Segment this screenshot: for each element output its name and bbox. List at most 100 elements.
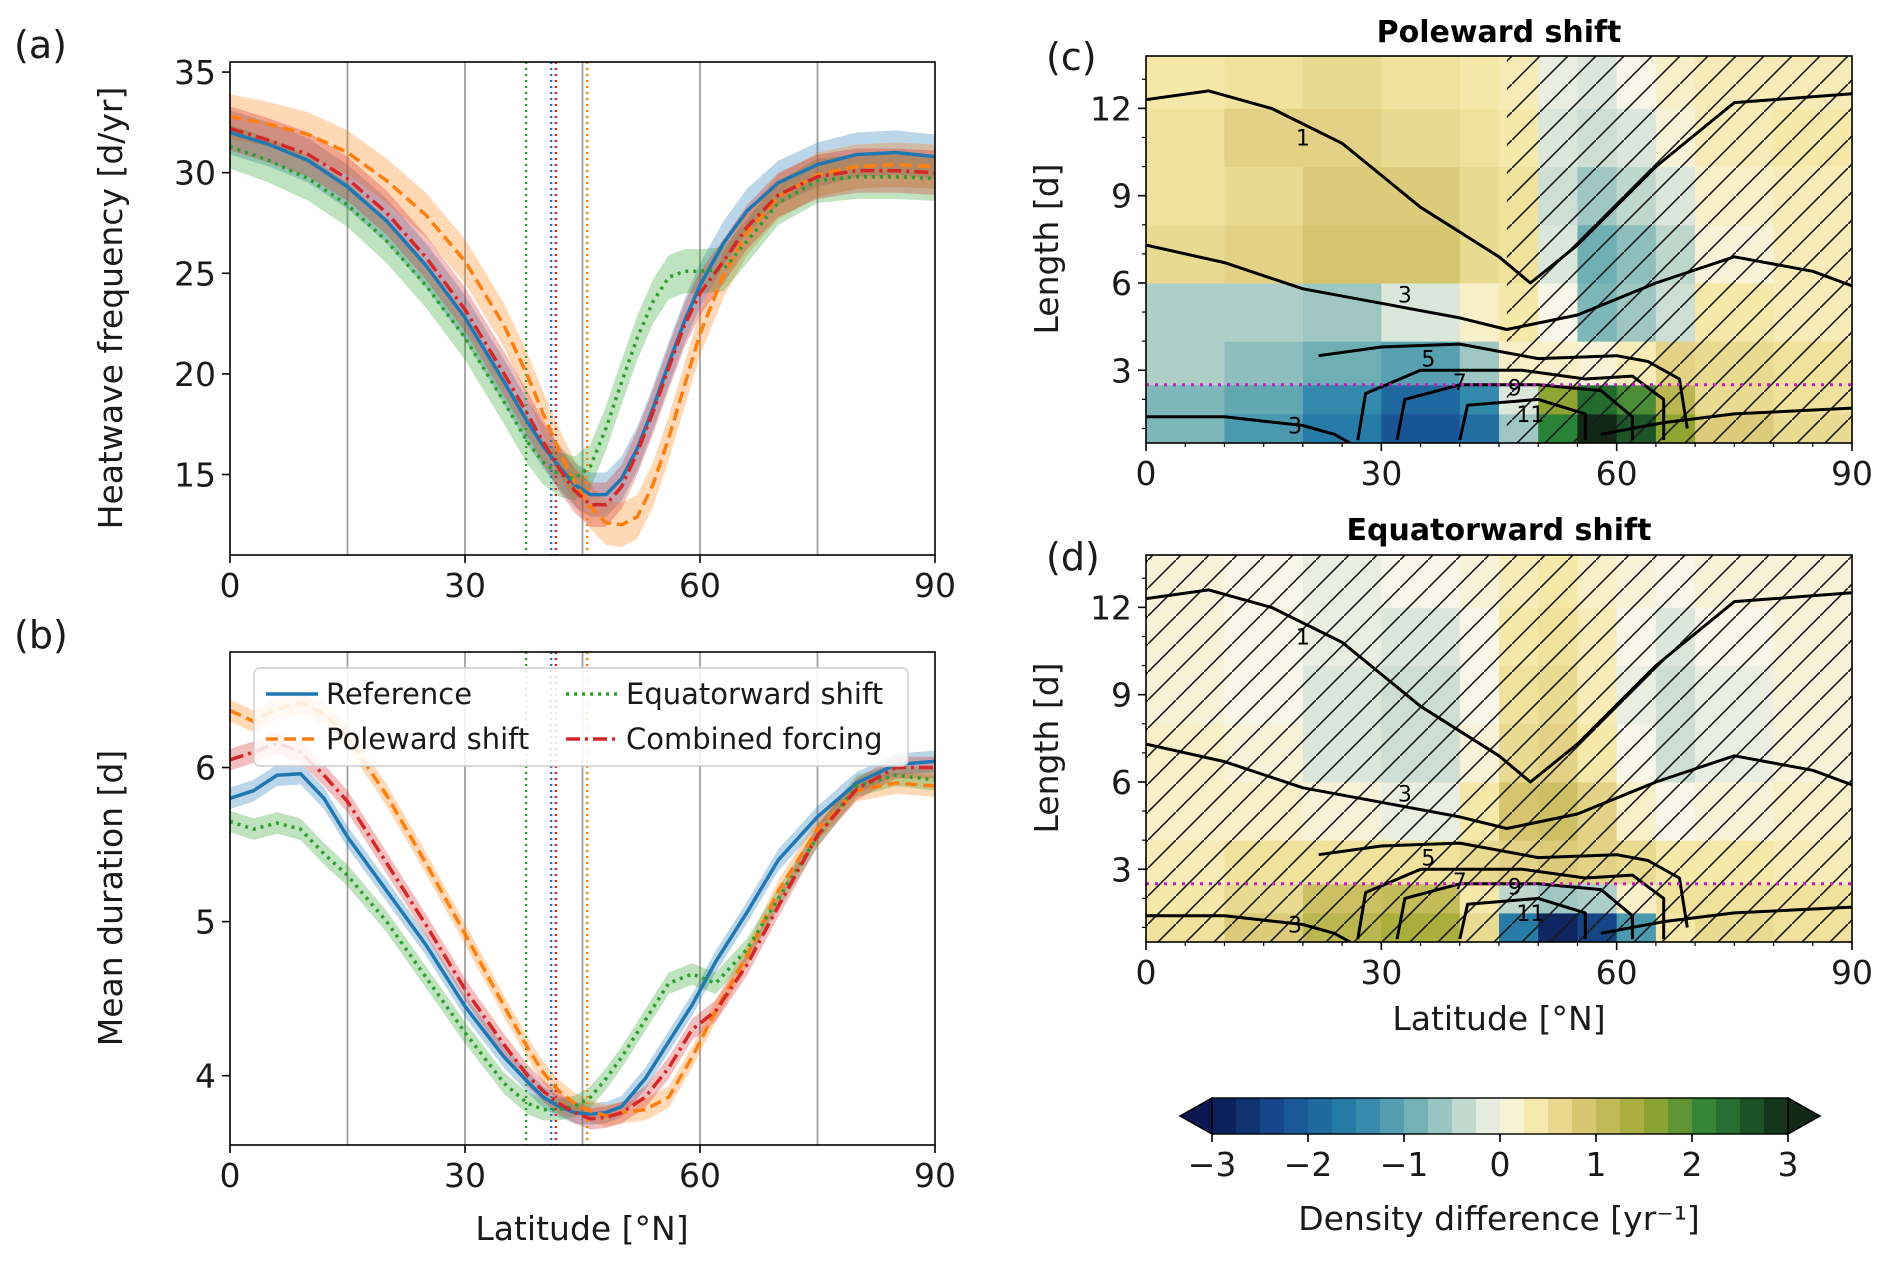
legend-reference-label: Reference bbox=[326, 677, 472, 711]
panel-b-label: (b) bbox=[14, 613, 68, 657]
combined-forcing-line bbox=[230, 126, 935, 507]
x-tick-label: 60 bbox=[679, 1156, 721, 1195]
panel-d-title: Equatorward shift bbox=[1347, 513, 1652, 548]
y-tick-label: 12 bbox=[1090, 89, 1132, 128]
heatmap-cell bbox=[1381, 224, 1461, 284]
panel-c-ticks: 0 30 60 90 3 6 9 12 bbox=[1090, 78, 1873, 493]
panel-b-ticks: 0 30 60 90 4 5 6 bbox=[195, 749, 956, 1195]
reference-line bbox=[230, 130, 935, 497]
x-tick-label: 90 bbox=[914, 566, 956, 605]
colorbar-segment bbox=[1500, 1098, 1525, 1134]
y-tick-label: 30 bbox=[174, 154, 216, 193]
heatmap-cell bbox=[1459, 413, 1500, 443]
contour-label: 11 bbox=[1516, 403, 1544, 428]
panel-a-ticks: 0 30 60 90 15 20 25 30 35 bbox=[174, 53, 956, 605]
colorbar-segment bbox=[1572, 1098, 1597, 1134]
heatmap-cell bbox=[1302, 166, 1382, 226]
heatmap-cell bbox=[1459, 282, 1500, 342]
y-tick-label: 35 bbox=[174, 53, 216, 92]
reference-line bbox=[230, 759, 935, 1116]
heatmap-cell bbox=[1146, 341, 1225, 386]
panel-b-confidence-bands bbox=[230, 692, 935, 1130]
colorbar-segment bbox=[1476, 1098, 1501, 1134]
heatmap-cell bbox=[1146, 282, 1225, 342]
panel-a-mean-latitude-lines bbox=[524, 62, 589, 555]
panel-c-label: (c) bbox=[1046, 35, 1097, 79]
panel-a: (a) 0 30 60 90 15 20 25 30 35 Heatwave frequency… bbox=[14, 23, 956, 605]
heatmap-cell bbox=[1146, 384, 1225, 415]
contour-line bbox=[1395, 383, 1634, 441]
colorbar-tick-label: −3 bbox=[1188, 1145, 1237, 1184]
contour-label: 1 bbox=[1296, 126, 1310, 151]
panel-a-ylabel: Heatwave frequency [d/yr] bbox=[91, 87, 130, 530]
colorbar-tick-label: −1 bbox=[1380, 1145, 1429, 1184]
contour-label: 3 bbox=[1288, 415, 1302, 440]
heatmap-cell bbox=[1381, 282, 1461, 342]
panel-b-frame bbox=[229, 651, 936, 1146]
colorbar-segment bbox=[1284, 1098, 1309, 1134]
heatmap-cell bbox=[1302, 224, 1382, 284]
x-tick-label: 0 bbox=[1136, 454, 1157, 493]
contour-line bbox=[1356, 368, 1666, 441]
reference-band bbox=[230, 750, 935, 1125]
colorbar-segment bbox=[1428, 1098, 1453, 1134]
x-tick-label: 30 bbox=[1360, 454, 1402, 493]
heatmap-cell bbox=[1381, 108, 1461, 168]
heatmap-cell bbox=[1146, 108, 1225, 168]
contour-line bbox=[1146, 742, 1852, 830]
heatmap-cell bbox=[1302, 384, 1382, 415]
panel-a-frame bbox=[229, 61, 936, 556]
contour-line bbox=[1146, 588, 1852, 784]
heatmap-cell bbox=[1302, 56, 1382, 109]
y-tick-label: 5 bbox=[195, 903, 216, 942]
contour-label: 3 bbox=[1288, 914, 1302, 939]
panel-d-contours: 1 3 57 911 3 bbox=[1146, 588, 1852, 942]
colorbar-segment bbox=[1620, 1098, 1645, 1134]
reference-band bbox=[230, 110, 935, 517]
colorbar-segment bbox=[1236, 1098, 1261, 1134]
x-tick-label: 60 bbox=[1596, 953, 1638, 992]
panel-a-grid bbox=[346, 62, 819, 555]
colorbar-segment bbox=[1524, 1098, 1549, 1134]
combined-forcing-line bbox=[230, 741, 935, 1121]
panel-d-label: (d) bbox=[1046, 535, 1100, 579]
legend-box bbox=[253, 667, 909, 767]
panel-b-ylabel: Mean duration [d] bbox=[91, 750, 130, 1046]
y-tick-label: 9 bbox=[1111, 177, 1132, 216]
x-tick-label: 90 bbox=[1831, 454, 1873, 493]
legend-combined-label: Combined forcing bbox=[626, 722, 883, 756]
colorbar-segment bbox=[1596, 1098, 1621, 1134]
y-tick-label: 6 bbox=[195, 749, 216, 788]
x-tick-label: 0 bbox=[220, 566, 241, 605]
y-tick-label: 4 bbox=[195, 1057, 216, 1096]
colorbar-segment bbox=[1740, 1098, 1765, 1134]
heatmap-cell bbox=[1381, 56, 1461, 109]
colorbar-segment bbox=[1668, 1098, 1693, 1134]
combined-forcing-band bbox=[230, 106, 935, 527]
panel-a-label: (a) bbox=[14, 23, 67, 67]
contour-label: 9 bbox=[1508, 876, 1522, 901]
contour-line bbox=[1146, 914, 1351, 942]
colorbar-segment bbox=[1692, 1098, 1717, 1134]
colorbar-segment bbox=[1548, 1098, 1573, 1134]
contour-label: 1 bbox=[1296, 625, 1310, 650]
heatmap-cell bbox=[1459, 56, 1500, 109]
heatmap-cell bbox=[1146, 166, 1225, 226]
legend-equatorward-label: Equatorward shift bbox=[626, 677, 883, 711]
colorbar: −3 −2 −1 0 1 2 3 Density difference [yr⁻¹] bbox=[1178, 1096, 1822, 1238]
x-tick-label: 0 bbox=[220, 1156, 241, 1195]
y-tick-label: 20 bbox=[174, 355, 216, 394]
contour-line bbox=[1356, 867, 1666, 940]
y-tick-label: 6 bbox=[1111, 264, 1132, 303]
heatmap-cell bbox=[1302, 108, 1382, 168]
panel-d-significance-hatching bbox=[1146, 555, 1852, 942]
heatmap-cell bbox=[1146, 413, 1225, 443]
x-tick-label: 0 bbox=[1136, 953, 1157, 992]
panel-d-xlabel: Latitude [°N] bbox=[1392, 999, 1605, 1038]
poleward-shift-band bbox=[230, 94, 935, 547]
contour-label: 7 bbox=[1453, 371, 1467, 396]
x-tick-label: 30 bbox=[444, 1156, 486, 1195]
contour-label: 5 bbox=[1421, 847, 1435, 872]
